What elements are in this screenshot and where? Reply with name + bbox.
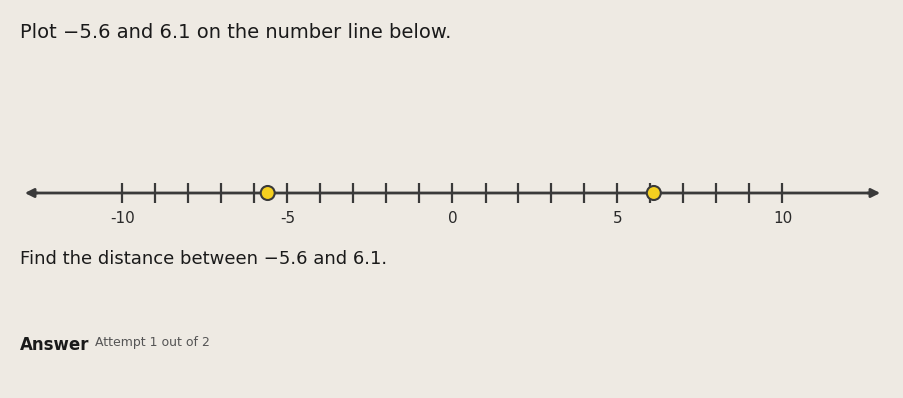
Text: Answer: Answer	[20, 336, 89, 354]
Text: Plot −5.6 and 6.1 on the number line below.: Plot −5.6 and 6.1 on the number line bel…	[20, 23, 451, 42]
Circle shape	[646, 186, 660, 200]
Text: Find the distance between −5.6 and 6.1.: Find the distance between −5.6 and 6.1.	[20, 250, 386, 268]
Text: Attempt 1 out of 2: Attempt 1 out of 2	[95, 336, 209, 349]
Text: 0: 0	[447, 211, 457, 226]
Text: 10: 10	[772, 211, 791, 226]
Circle shape	[260, 186, 275, 200]
Text: -10: -10	[110, 211, 135, 226]
Text: -5: -5	[280, 211, 294, 226]
Text: 5: 5	[612, 211, 621, 226]
